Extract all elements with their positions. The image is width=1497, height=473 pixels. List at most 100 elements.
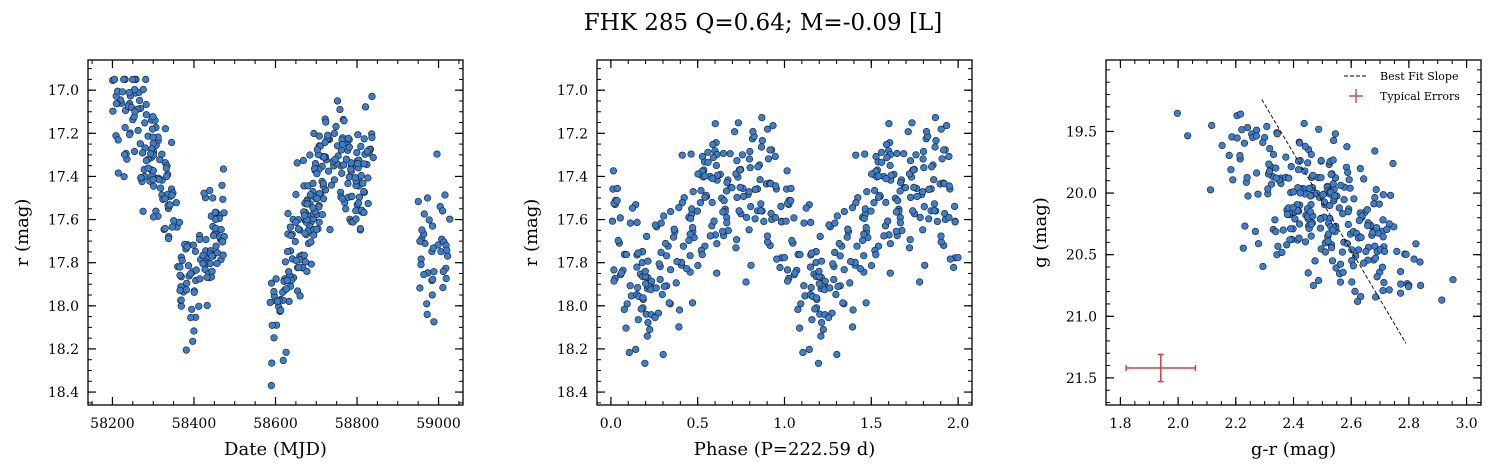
data-point bbox=[833, 212, 841, 220]
data-point bbox=[131, 85, 139, 94]
data-point bbox=[693, 207, 702, 215]
data-point bbox=[1311, 257, 1319, 265]
data-point bbox=[862, 224, 870, 232]
data-point bbox=[893, 149, 901, 158]
data-point bbox=[844, 225, 852, 233]
phase-folded-panel: 0.0 0.5 1.0 1.5 2.0 17.0 17.2 17.4 17.6 17.8 18.0 1… bbox=[521, 59, 973, 460]
data-point bbox=[708, 175, 717, 183]
data-point bbox=[683, 265, 691, 273]
data-point bbox=[332, 122, 340, 131]
data-point bbox=[285, 268, 293, 276]
data-point bbox=[861, 150, 869, 158]
best-fit-line bbox=[1261, 99, 1407, 344]
data-point bbox=[1184, 132, 1192, 140]
data-point bbox=[213, 249, 221, 257]
data-point bbox=[919, 155, 927, 163]
data-point bbox=[125, 88, 133, 97]
data-point bbox=[807, 284, 815, 292]
data-point bbox=[678, 199, 686, 207]
data-point bbox=[790, 214, 798, 222]
data-point bbox=[369, 154, 377, 162]
data-point bbox=[925, 185, 933, 193]
data-point bbox=[657, 248, 665, 256]
data-point bbox=[1351, 287, 1359, 296]
data-point bbox=[282, 348, 290, 356]
data-point bbox=[183, 243, 191, 251]
data-point bbox=[187, 314, 195, 322]
data-point bbox=[872, 152, 880, 161]
data-point bbox=[211, 208, 219, 216]
data-point bbox=[1283, 241, 1291, 249]
legend-label: Best Fit Slope bbox=[1380, 70, 1458, 83]
data-point bbox=[1385, 286, 1393, 294]
data-point bbox=[1317, 156, 1325, 165]
data-point bbox=[340, 117, 348, 125]
data-point bbox=[1364, 222, 1372, 230]
data-point bbox=[126, 131, 134, 139]
data-point bbox=[187, 270, 195, 278]
data-point bbox=[1240, 139, 1248, 147]
y-tick-label: 18.2 bbox=[557, 342, 588, 358]
data-point bbox=[1244, 192, 1252, 200]
data-point bbox=[665, 299, 673, 307]
data-point bbox=[1173, 109, 1181, 117]
plot-frame bbox=[1105, 59, 1482, 406]
data-point bbox=[758, 113, 766, 122]
data-point bbox=[1264, 185, 1272, 193]
data-point bbox=[1328, 257, 1337, 265]
data-point bbox=[1306, 192, 1315, 200]
data-point bbox=[429, 244, 437, 252]
data-point bbox=[270, 287, 278, 296]
data-point bbox=[206, 259, 214, 268]
data-point bbox=[313, 170, 321, 178]
data-point bbox=[783, 167, 791, 175]
data-point bbox=[1227, 166, 1235, 174]
data-point bbox=[1279, 226, 1287, 234]
data-point bbox=[1309, 171, 1317, 179]
data-point bbox=[1404, 283, 1413, 291]
data-point bbox=[817, 332, 825, 340]
data-point bbox=[1335, 204, 1343, 212]
x-tick-label: 2.2 bbox=[1225, 416, 1247, 432]
data-point bbox=[342, 155, 351, 163]
data-point bbox=[856, 265, 864, 273]
data-point bbox=[696, 199, 705, 207]
data-point bbox=[1375, 200, 1383, 208]
data-point bbox=[443, 246, 451, 254]
data-point bbox=[142, 111, 150, 119]
data-point bbox=[730, 128, 739, 136]
data-point bbox=[324, 167, 333, 175]
y-tick-label: 18.0 bbox=[48, 299, 79, 315]
data-point bbox=[949, 263, 958, 272]
data-point bbox=[661, 239, 670, 248]
data-point bbox=[1386, 191, 1395, 199]
data-point bbox=[651, 314, 659, 322]
data-point bbox=[191, 247, 199, 256]
data-point bbox=[1344, 168, 1352, 177]
data-point bbox=[1327, 244, 1336, 252]
data-point bbox=[1233, 134, 1241, 142]
data-point bbox=[1344, 220, 1352, 229]
data-point bbox=[164, 235, 173, 243]
data-point bbox=[361, 103, 370, 111]
data-point bbox=[418, 226, 426, 234]
data-point bbox=[139, 207, 147, 215]
data-point bbox=[852, 151, 860, 159]
data-point bbox=[937, 125, 945, 133]
data-point bbox=[144, 164, 152, 172]
data-point bbox=[206, 187, 214, 195]
data-point bbox=[1307, 232, 1315, 240]
data-point bbox=[352, 215, 360, 223]
data-point bbox=[791, 269, 799, 277]
data-point bbox=[718, 227, 727, 235]
data-point bbox=[284, 209, 292, 218]
data-point bbox=[644, 319, 652, 327]
data-point bbox=[1229, 176, 1237, 184]
data-point bbox=[1236, 110, 1245, 118]
data-point bbox=[355, 193, 364, 201]
data-point bbox=[270, 334, 278, 342]
x-tick-label: 1.5 bbox=[860, 416, 882, 432]
data-point bbox=[877, 158, 886, 166]
data-point bbox=[439, 284, 447, 292]
data-point bbox=[704, 148, 712, 156]
